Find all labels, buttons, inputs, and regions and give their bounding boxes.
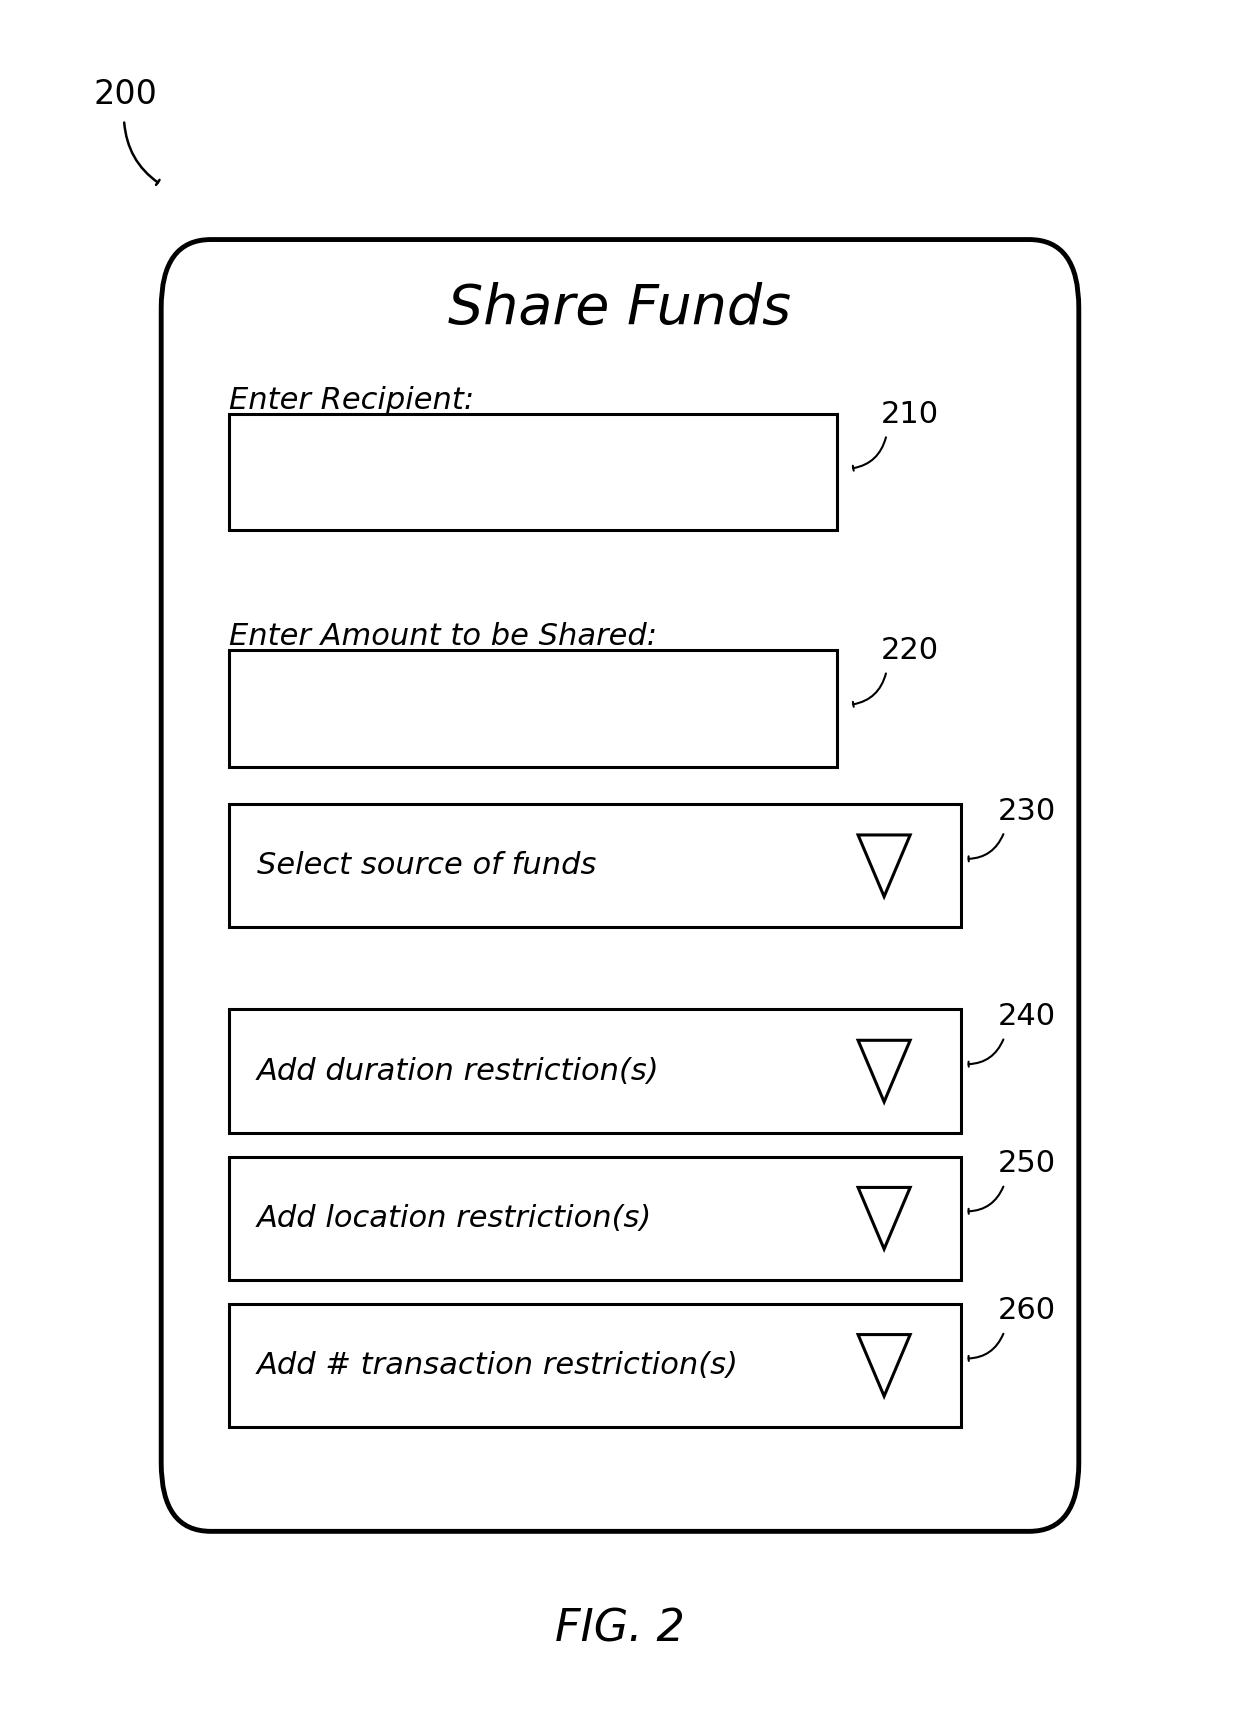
Bar <box>229 1304 961 1427</box>
Text: Enter Recipient:: Enter Recipient: <box>229 387 475 414</box>
Text: 230: 230 <box>998 797 1056 825</box>
Text: FIG. 2: FIG. 2 <box>556 1607 684 1651</box>
Bar <box>229 414 837 530</box>
Text: 220: 220 <box>880 636 939 664</box>
Text: Add # transaction restriction(s): Add # transaction restriction(s) <box>257 1352 739 1379</box>
Text: Add duration restriction(s): Add duration restriction(s) <box>257 1057 660 1085</box>
Bar <box>229 650 837 767</box>
Bar <box>229 804 961 927</box>
Text: 260: 260 <box>998 1297 1056 1324</box>
Text: 240: 240 <box>998 1003 1056 1030</box>
Text: Add location restriction(s): Add location restriction(s) <box>257 1205 652 1232</box>
Text: Select source of funds: Select source of funds <box>257 852 596 879</box>
Text: Enter Amount to be Shared:: Enter Amount to be Shared: <box>229 623 657 650</box>
Bar <box>229 1009 961 1133</box>
FancyBboxPatch shape <box>161 240 1079 1531</box>
Text: Share Funds: Share Funds <box>449 282 791 334</box>
Text: 250: 250 <box>998 1150 1056 1177</box>
Text: 210: 210 <box>880 400 939 428</box>
Bar <box>229 1157 961 1280</box>
Text: 200: 200 <box>93 77 157 111</box>
